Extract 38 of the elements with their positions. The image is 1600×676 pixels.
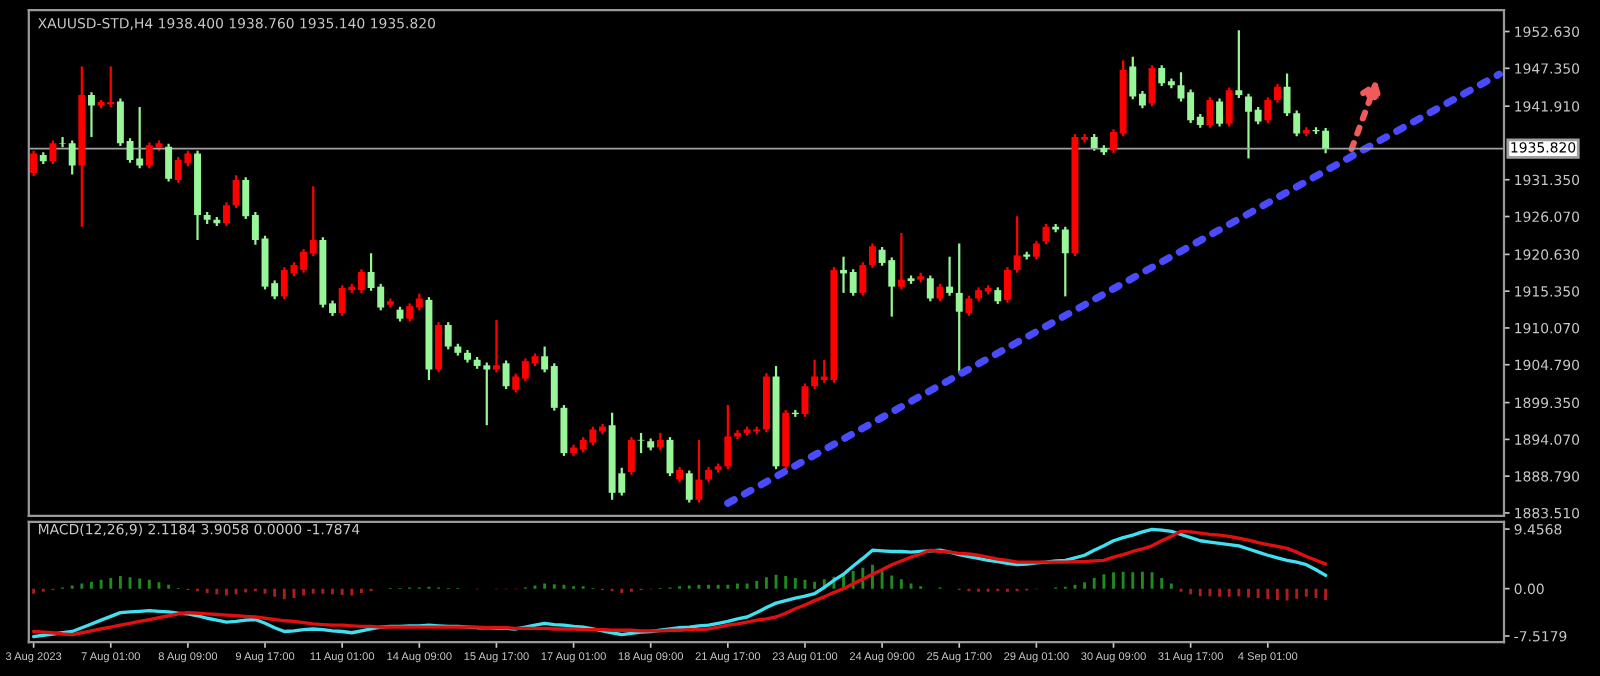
- candlestick: [222, 201, 230, 228]
- candlestick: [1322, 127, 1330, 155]
- candlestick: [926, 274, 934, 303]
- candlestick: [88, 91, 95, 139]
- candlestick: [685, 469, 693, 504]
- candlestick: [1225, 86, 1233, 128]
- candlestick: [1003, 266, 1011, 304]
- candlestick: [232, 174, 240, 210]
- candlestick: [444, 321, 452, 351]
- candlestick: [1293, 109, 1301, 138]
- candlestick: [695, 438, 703, 504]
- candlestick: [1206, 96, 1214, 129]
- candlestick: [1032, 239, 1040, 261]
- candlestick: [1061, 225, 1069, 298]
- candlestick: [637, 431, 645, 455]
- candlestick: [1273, 82, 1281, 104]
- candlestick: [1148, 64, 1156, 108]
- candlestick: [965, 294, 973, 318]
- candlestick: [724, 403, 732, 471]
- candlestick: [1264, 96, 1272, 125]
- candlestick: [859, 261, 867, 297]
- candlestick: [30, 149, 38, 178]
- candlestick: [560, 403, 568, 457]
- candlestick: [49, 139, 57, 166]
- candlestick: [946, 255, 954, 297]
- candlestick: [1235, 29, 1243, 100]
- candlestick: [1013, 215, 1021, 274]
- candlestick: [165, 142, 173, 183]
- candlestick: [627, 435, 635, 476]
- candlestick: [502, 359, 510, 391]
- candlestick: [492, 318, 500, 374]
- candlestick: [1216, 97, 1224, 128]
- candlestick: [435, 321, 443, 374]
- candlestick: [897, 231, 905, 291]
- candlestick: [801, 382, 809, 418]
- candlestick: [1283, 72, 1291, 118]
- candlestick: [868, 242, 876, 269]
- candlestick: [955, 242, 963, 375]
